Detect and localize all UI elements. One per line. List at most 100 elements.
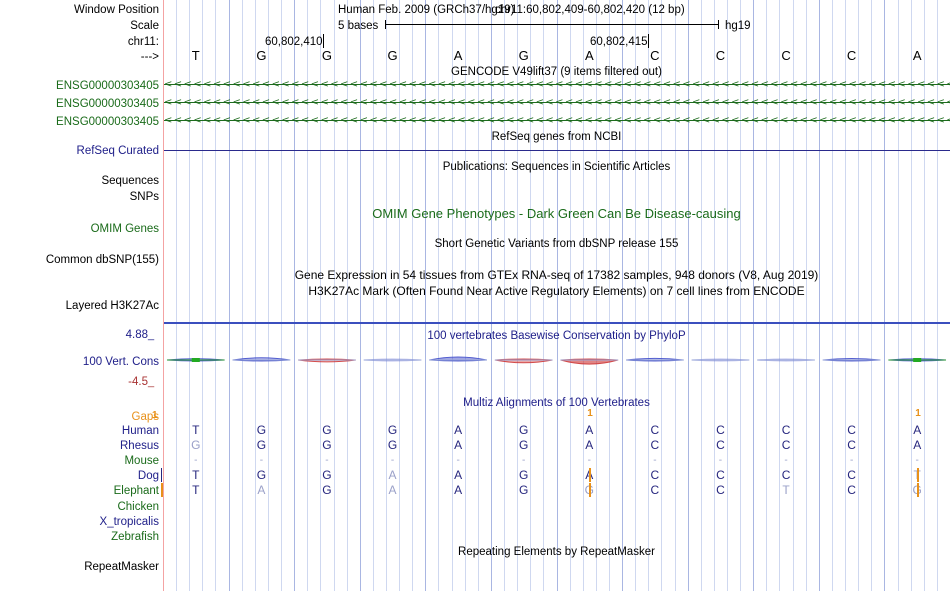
conservation-chart[interactable]	[163, 337, 950, 383]
gencode-row-label-3[interactable]: ENSG00000303405	[56, 116, 159, 128]
alignment-base: -	[915, 455, 919, 466]
sequence-base: A	[453, 48, 463, 63]
gap-count-marker: 1	[915, 408, 921, 419]
sequences-label[interactable]: Sequences	[101, 175, 159, 187]
h3k27ac-baseline	[164, 322, 950, 324]
strand-label: --->	[140, 51, 159, 63]
alignment-base: G	[191, 438, 201, 452]
refseq-track-title[interactable]: RefSeq genes from NCBI	[491, 131, 622, 143]
scale-bases-label: 5 bases	[338, 20, 379, 32]
alignment-base: -	[194, 455, 198, 466]
repeatmasker-label[interactable]: RepeatMasker	[84, 561, 159, 573]
alignment-base: A	[257, 483, 266, 497]
gtex-track-title[interactable]: Gene Expression in 54 tissues from GTEx …	[294, 268, 819, 282]
assembly-short-label: hg19	[725, 20, 751, 32]
alignment-base: G	[387, 423, 398, 437]
gencode-transcript-1[interactable]: <<<<<<<<<<<<<<<<<<<<<<<<<<<<<<<<<<<<<<<<…	[164, 79, 950, 90]
refseq-track-rule	[164, 150, 950, 151]
alignment-base: C	[716, 423, 725, 437]
coordinate-label: 60,802,410	[265, 36, 323, 48]
common-dbsnp-label[interactable]: Common dbSNP(155)	[45, 254, 159, 266]
alignment-base: -	[587, 455, 591, 466]
alignment-base: A	[454, 423, 463, 437]
multiz-track-title[interactable]: Multiz Alignments of 100 Vertebrates	[463, 397, 650, 409]
gencode-transcript-2[interactable]: <<<<<<<<<<<<<<<<<<<<<<<<<<<<<<<<<<<<<<<<…	[164, 97, 950, 108]
gaps-count: 1	[152, 410, 158, 421]
window-position-label: Window Position	[73, 4, 159, 16]
alignment-base: -	[325, 455, 329, 466]
alignment-base: A	[585, 438, 594, 452]
alignment-row-elephant[interactable]: TAGAAGGCCTCG	[163, 483, 950, 498]
conservation-track-title[interactable]: 100 vertebrates Basewise Conservation by…	[427, 330, 686, 342]
alignment-base: G	[256, 468, 267, 482]
alignment-base: -	[849, 455, 854, 466]
species-label-dog[interactable]: Dog	[137, 470, 159, 482]
alignment-base: A	[388, 468, 397, 482]
species-label-rhesus[interactable]: Rhesus	[120, 440, 159, 452]
alignment-row-dog[interactable]: TGGAAGACCCCT	[163, 468, 950, 483]
gencode-arrows-1: <<<<<<<<<<<<<<<<<<<<<<<<<<<<<<<<<<<<<<<<…	[164, 79, 950, 90]
alignment-base: G	[322, 468, 332, 482]
species-label-x-tropicalis[interactable]: X_tropicalis	[99, 516, 159, 528]
gap-insert-bar	[917, 483, 920, 497]
publications-track-title[interactable]: Publications: Sequences in Scientific Ar…	[442, 161, 671, 173]
scale-bar	[385, 20, 719, 29]
gencode-row-label-1[interactable]: ENSG00000303405	[56, 80, 159, 92]
alignment-base: C	[716, 438, 725, 452]
alignment-base: C	[716, 483, 725, 497]
sequence-base: C	[650, 48, 660, 63]
snps-label[interactable]: SNPs	[129, 191, 159, 203]
coordinate-tick	[648, 34, 649, 48]
dog-row-tick	[161, 468, 162, 482]
conservation-min-tick: _	[148, 376, 155, 388]
sequence-base: C	[715, 48, 726, 63]
sequence-base: G	[518, 48, 529, 63]
coordinate-label: 60,802,415	[590, 36, 648, 48]
repeatmasker-track-title[interactable]: Repeating Elements by RepeatMasker	[458, 546, 655, 558]
alignment-base: A	[913, 423, 922, 437]
species-label-zebrafish[interactable]: Zebrafish	[111, 531, 159, 543]
alignment-base: T	[192, 423, 200, 437]
gaps-label[interactable]: Gaps	[131, 411, 160, 423]
alignment-base: C	[781, 423, 791, 437]
alignment-row-zebrafish[interactable]	[163, 529, 950, 544]
alignment-base: C	[716, 468, 725, 482]
layered-h3k27ac-label[interactable]: Layered H3K27Ac	[65, 300, 159, 312]
chrom-label: chr11:	[127, 36, 159, 48]
gencode-arrows-2: <<<<<<<<<<<<<<<<<<<<<<<<<<<<<<<<<<<<<<<<…	[164, 97, 950, 108]
gencode-track-title[interactable]: GENCODE V49lift37 (9 items filtered out)	[451, 66, 662, 78]
alignment-base: G	[322, 483, 332, 497]
omim-genes-label[interactable]: OMIM Genes	[90, 223, 159, 235]
refseq-curated-label[interactable]: RefSeq Curated	[76, 145, 159, 157]
species-label-mouse[interactable]: Mouse	[124, 455, 159, 467]
conservation-label[interactable]: 100 Vert. Cons	[82, 356, 159, 368]
gencode-row-label-2[interactable]: ENSG00000303405	[56, 98, 159, 110]
gap-insert-bar	[917, 468, 920, 482]
omim-track-title[interactable]: OMIM Gene Phenotypes - Dark Green Can Be…	[372, 206, 741, 221]
dbsnp-track-title[interactable]: Short Genetic Variants from dbSNP releas…	[434, 238, 679, 250]
conservation-green-mark	[191, 358, 200, 362]
alignment-base: G	[256, 423, 267, 437]
alignment-row-chicken[interactable]	[163, 499, 950, 514]
conservation-max-value: 4.88	[125, 329, 148, 341]
species-label-human[interactable]: Human	[121, 425, 159, 437]
alignment-base: -	[653, 455, 657, 466]
alignment-base: -	[259, 455, 264, 466]
conservation-min-value: -4.5	[128, 376, 148, 388]
gencode-transcript-3[interactable]: <<<<<<<<<<<<<<<<<<<<<<<<<<<<<<<<<<<<<<<<…	[164, 115, 950, 126]
h3k27ac-track-title[interactable]: H3K27Ac Mark (Often Found Near Active Re…	[308, 284, 805, 298]
alignment-row-mouse[interactable]: ------------	[163, 453, 950, 468]
species-label-chicken[interactable]: Chicken	[117, 501, 159, 513]
alignment-row-x-tropicalis[interactable]	[163, 514, 950, 529]
gap-insert-bar	[589, 468, 592, 482]
species-label-elephant[interactable]: Elephant	[113, 485, 159, 497]
position-title: chr11:60,802,409-60,802,420 (12 bp)	[495, 4, 685, 16]
alignment-base: C	[847, 423, 856, 437]
sequence-base: A	[912, 48, 922, 63]
alignment-base: T	[192, 483, 200, 497]
alignment-base: G	[519, 483, 529, 497]
alignment-base: C	[781, 468, 791, 482]
